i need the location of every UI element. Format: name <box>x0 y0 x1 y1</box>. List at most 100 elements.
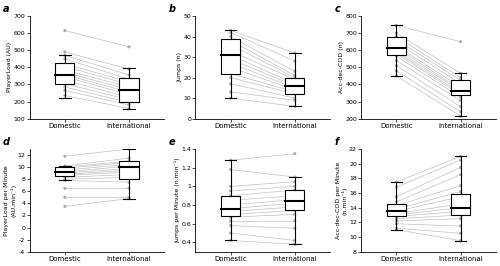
Point <box>291 205 299 209</box>
Point <box>456 184 464 188</box>
Point <box>456 78 464 82</box>
Point <box>226 30 234 35</box>
Point <box>61 168 69 172</box>
Point <box>291 212 299 217</box>
Text: d: d <box>2 137 10 147</box>
Point <box>392 213 400 217</box>
Point <box>226 43 234 47</box>
Point <box>61 70 69 74</box>
Point <box>61 173 69 178</box>
Point <box>392 222 400 226</box>
Point <box>392 31 400 35</box>
Point <box>456 217 464 221</box>
Bar <box>221 196 240 216</box>
Point <box>456 154 464 159</box>
Bar <box>221 39 240 73</box>
Point <box>291 76 299 80</box>
Point <box>226 238 234 243</box>
Text: f: f <box>334 137 338 147</box>
Point <box>226 96 234 100</box>
Point <box>125 156 133 160</box>
Point <box>291 152 299 156</box>
Point <box>125 195 133 200</box>
Point <box>456 88 464 92</box>
Point <box>291 104 299 109</box>
Y-axis label: Acc-dec-COD (n): Acc-dec-COD (n) <box>339 41 344 93</box>
Point <box>125 45 133 49</box>
Point <box>456 158 464 162</box>
Point <box>456 173 464 177</box>
Point <box>392 69 400 73</box>
Point <box>291 219 299 223</box>
Y-axis label: PlayerLoad per Minute
(AU.min⁻¹): PlayerLoad per Minute (AU.min⁻¹) <box>4 165 16 236</box>
Point <box>125 186 133 190</box>
Point <box>61 195 69 200</box>
Point <box>291 98 299 102</box>
Point <box>226 184 234 189</box>
Bar <box>285 190 304 210</box>
Y-axis label: Jumps (n): Jumps (n) <box>177 52 182 82</box>
Point <box>456 91 464 95</box>
Point <box>291 197 299 202</box>
Point <box>392 52 400 56</box>
Point <box>125 103 133 107</box>
Point <box>125 168 133 172</box>
Point <box>61 88 69 93</box>
Point <box>226 207 234 211</box>
Point <box>392 64 400 68</box>
Point <box>61 171 69 175</box>
Point <box>61 57 69 61</box>
Bar <box>55 167 74 176</box>
Point <box>61 170 69 174</box>
Bar <box>55 63 74 84</box>
Point <box>61 164 69 168</box>
Point <box>226 34 234 39</box>
Point <box>291 82 299 86</box>
Point <box>61 53 69 57</box>
Point <box>291 238 299 243</box>
Point <box>456 40 464 44</box>
Point <box>392 209 400 214</box>
Point <box>226 219 234 223</box>
Point <box>125 175 133 180</box>
Point <box>61 204 69 209</box>
Point <box>226 39 234 43</box>
Point <box>125 93 133 97</box>
Point <box>125 100 133 105</box>
Point <box>125 180 133 184</box>
Point <box>456 231 464 235</box>
Point <box>125 147 133 151</box>
Point <box>291 77 299 82</box>
Point <box>392 34 400 39</box>
Point <box>392 200 400 204</box>
Point <box>392 211 400 216</box>
Point <box>61 85 69 89</box>
Point <box>61 64 69 69</box>
Point <box>226 57 234 61</box>
Point <box>456 206 464 210</box>
Point <box>291 69 299 74</box>
Point <box>61 165 69 169</box>
Point <box>392 226 400 230</box>
Point <box>125 90 133 94</box>
Point <box>125 95 133 99</box>
Point <box>291 226 299 230</box>
Point <box>392 203 400 207</box>
Bar <box>387 36 406 55</box>
Point <box>392 44 400 48</box>
Point <box>392 227 400 232</box>
Point <box>125 82 133 86</box>
Point <box>226 223 234 228</box>
Y-axis label: Jumps per Minute (n.min⁻¹): Jumps per Minute (n.min⁻¹) <box>174 157 180 243</box>
Point <box>456 239 464 243</box>
Point <box>125 166 133 171</box>
Point <box>291 180 299 184</box>
Point <box>125 164 133 168</box>
Point <box>392 23 400 28</box>
Point <box>392 194 400 199</box>
Point <box>61 68 69 72</box>
Point <box>125 85 133 89</box>
Point <box>226 76 234 80</box>
Point <box>61 93 69 98</box>
Point <box>291 84 299 88</box>
